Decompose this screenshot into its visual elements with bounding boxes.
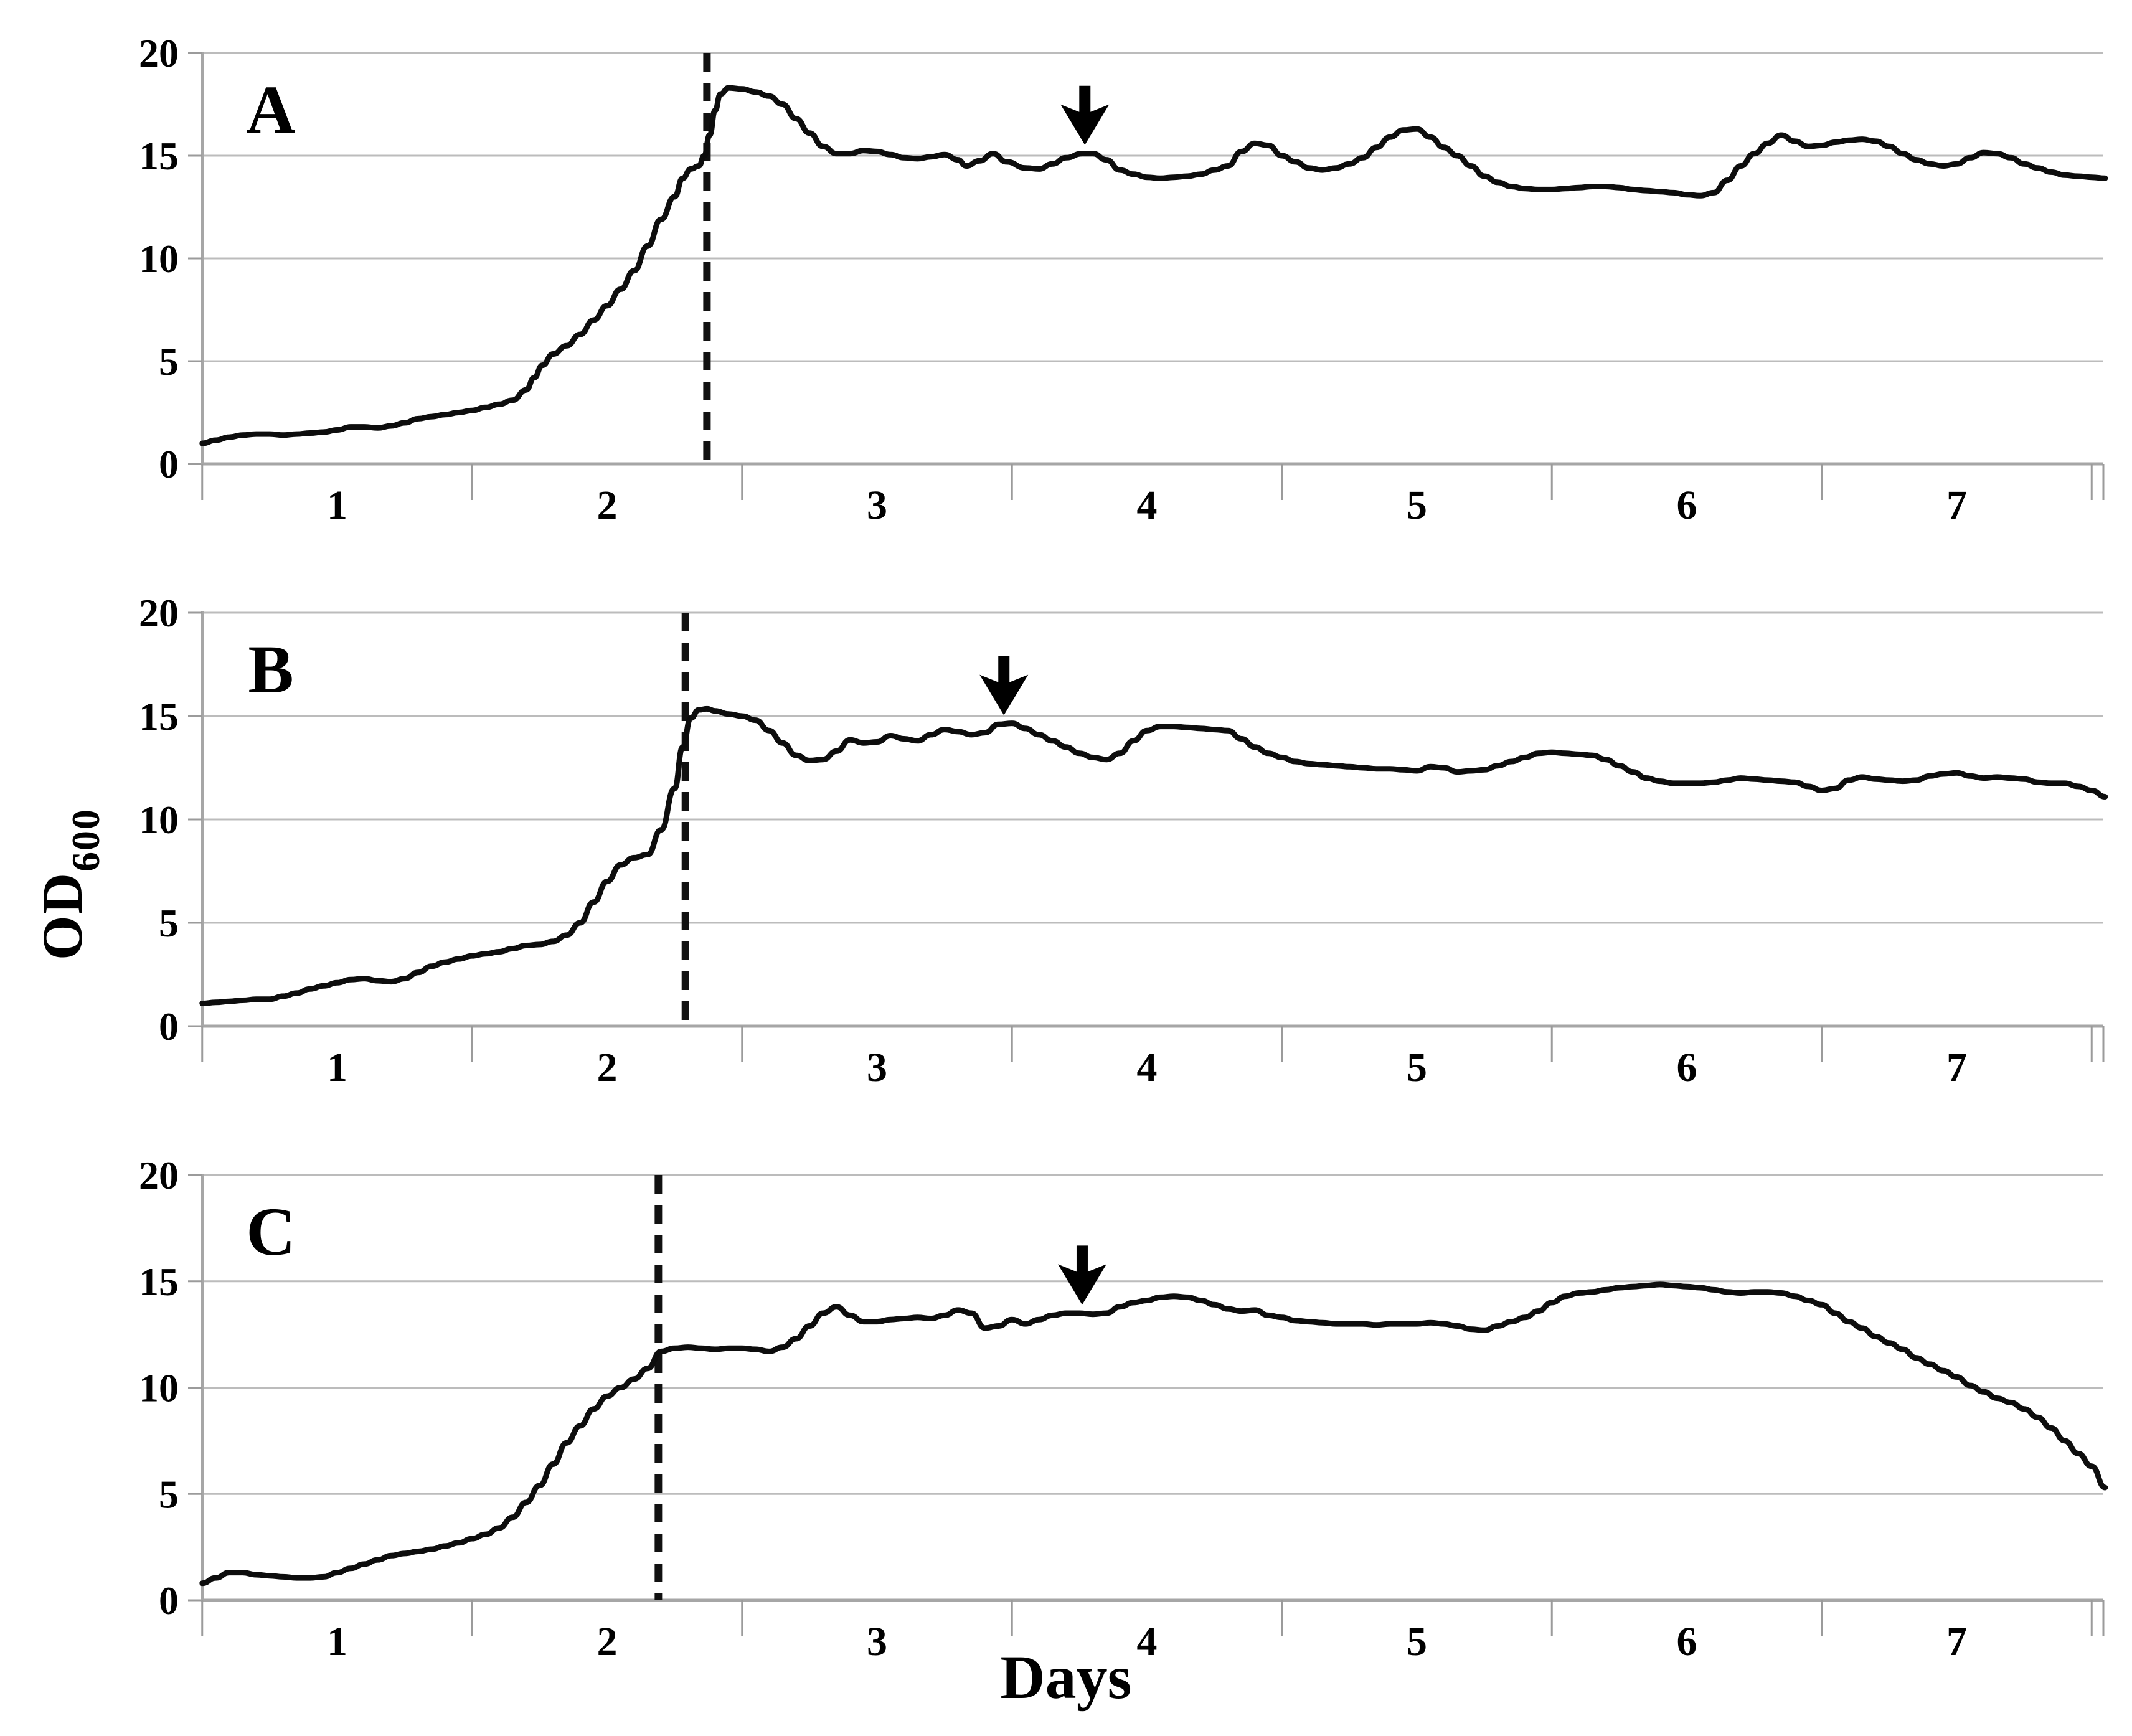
panel-A-y-tick-label-0: 0 xyxy=(159,442,179,486)
panel-A-growth-curve xyxy=(199,85,2108,446)
panel-A-x-tick-label-4: 4 xyxy=(1137,483,1158,528)
panel-B-y-tick-label-15: 15 xyxy=(139,694,179,738)
panel-B-x-tick-label-2: 2 xyxy=(597,1045,618,1090)
panel-C-x-tick-label-4: 4 xyxy=(1137,1619,1158,1664)
panel-B-x-tick-label-3: 3 xyxy=(867,1045,887,1090)
panel-B-growth-curve xyxy=(199,705,2108,1006)
panel-C-x-tick-label-6: 6 xyxy=(1677,1619,1697,1664)
panel-A-x-tick-label-6: 6 xyxy=(1677,483,1697,528)
panel-B-y-tick-label-0: 0 xyxy=(159,1004,179,1049)
panel-A-x-tick-label-3: 3 xyxy=(867,483,887,528)
panel-A-y-tick-label-10: 10 xyxy=(139,237,179,281)
panel-C-x-tick-label-2: 2 xyxy=(597,1619,618,1664)
panel-B-x-tick-label-4: 4 xyxy=(1137,1045,1158,1090)
panel-C-y-tick-label-15: 15 xyxy=(139,1260,179,1304)
panel-C-x-tick-label-1: 1 xyxy=(327,1619,347,1664)
x-axis-label: Days xyxy=(1000,1643,1132,1712)
panel-B-x-tick-label-5: 5 xyxy=(1407,1045,1427,1090)
panel-B-y-tick-label-5: 5 xyxy=(159,901,179,945)
panel-A-x-tick-label-1: 1 xyxy=(327,483,347,528)
y-axis-label-main: OD xyxy=(31,872,94,960)
y-axis-label: OD600 xyxy=(20,729,108,1040)
panel-C-y-tick-label-20: 20 xyxy=(139,1153,179,1197)
panel-A-label: A xyxy=(246,72,295,148)
panel-A-x-tick-label-7: 7 xyxy=(1946,483,1967,528)
panel-B-y-tick-label-10: 10 xyxy=(139,798,179,842)
y-axis-label-subscript: 600 xyxy=(64,808,108,872)
panel-A-x-tick-label-2: 2 xyxy=(597,483,618,528)
panel-B-x-tick-label-7: 7 xyxy=(1946,1045,1967,1090)
panel-A-y-tick-label-5: 5 xyxy=(159,339,179,384)
panel-C-x-tick-label-3: 3 xyxy=(867,1619,887,1664)
panel-B-y-tick-label-20: 20 xyxy=(139,591,179,635)
panel-C-x-tick-label-5: 5 xyxy=(1407,1619,1427,1664)
panel-A-y-tick-label-15: 15 xyxy=(139,134,179,178)
panel-C-growth-curve xyxy=(199,1281,2108,1587)
panel-B-x-tick-label-1: 1 xyxy=(327,1045,347,1090)
panel-B-down-arrow-icon xyxy=(979,656,1029,715)
panel-C-label: C xyxy=(246,1194,295,1270)
panel-C-y-tick-label-5: 5 xyxy=(159,1472,179,1516)
panel-C-down-arrow-icon xyxy=(1057,1245,1106,1305)
panel-A-y-tick-label-20: 20 xyxy=(139,31,179,75)
panel-A-x-tick-label-5: 5 xyxy=(1407,483,1427,528)
panel-B-x-tick-label-6: 6 xyxy=(1677,1045,1697,1090)
panel-C-y-tick-label-0: 0 xyxy=(159,1578,179,1623)
panel-C-y-tick-label-10: 10 xyxy=(139,1366,179,1410)
panel-B-label: B xyxy=(248,631,293,707)
panel-A-down-arrow-icon xyxy=(1060,85,1110,145)
panel-C-x-tick-label-7: 7 xyxy=(1946,1619,1967,1664)
